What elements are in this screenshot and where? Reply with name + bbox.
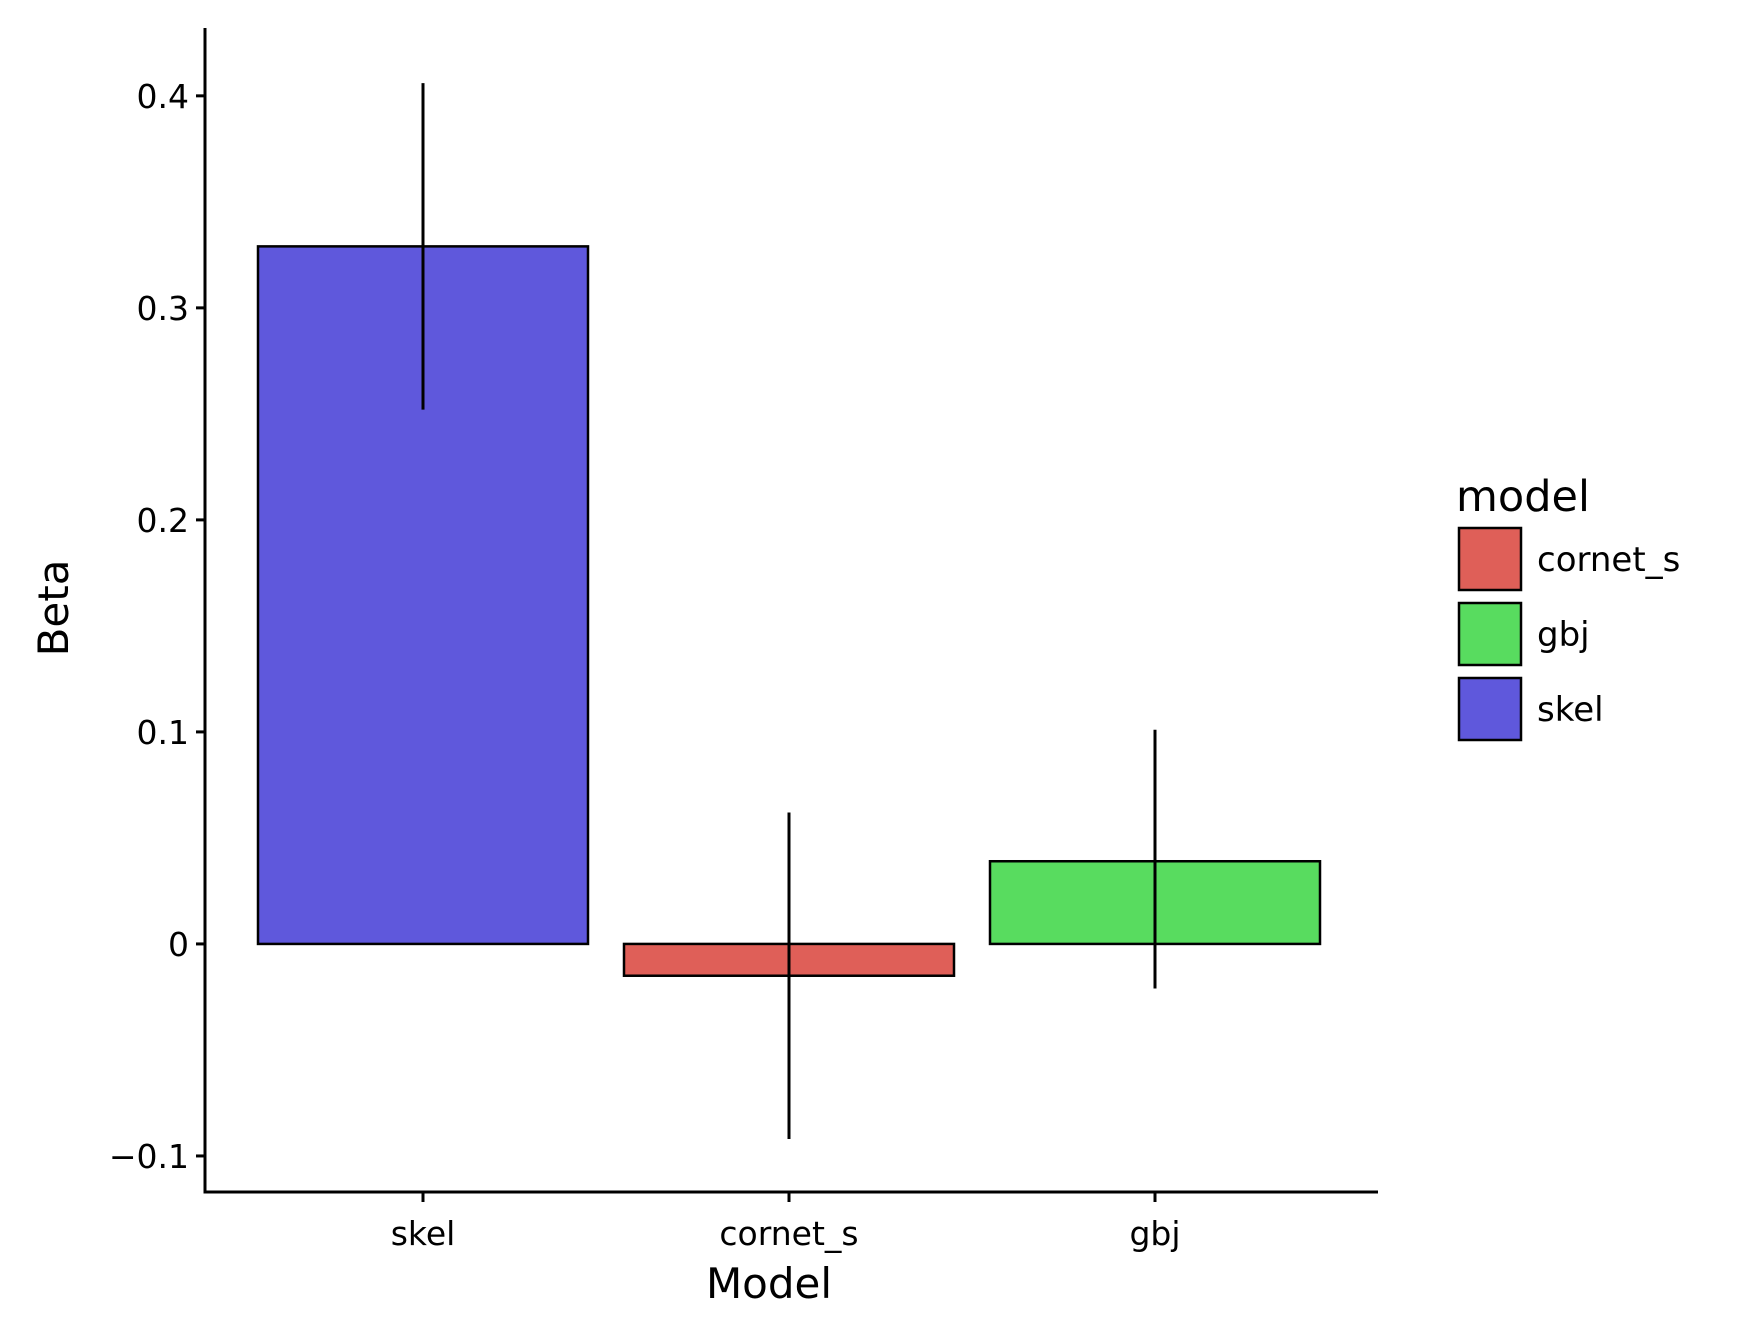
x-tick-label-skel: skel (391, 1214, 456, 1253)
x-axis-ticks: skel cornet_s gbj (391, 1192, 1181, 1253)
legend-label-skel: skel (1537, 690, 1604, 730)
x-tick-label-cornet_s: cornet_s (719, 1214, 858, 1253)
legend-title: model (1456, 472, 1590, 522)
y-tick-label: 0.2 (137, 501, 189, 540)
y-tick-label: −0.1 (109, 1137, 189, 1176)
y-tick-label: 0.3 (137, 289, 189, 328)
legend-swatch-skel (1457, 676, 1523, 742)
x-tick-label-gbj: gbj (1129, 1214, 1180, 1253)
y-axis-ticks: −0.1 0 0.1 0.2 0.3 0.4 (109, 77, 205, 1176)
legend-label-cornet_s: cornet_s (1537, 540, 1680, 580)
x-axis-title: Model (706, 1259, 832, 1308)
y-axis-title: Beta (29, 560, 78, 657)
y-tick-label: 0 (168, 925, 189, 964)
plot-area (256, 83, 1322, 1139)
legend-label-gbj: gbj (1537, 615, 1590, 655)
legend-swatch-cornet_s (1457, 526, 1523, 592)
y-tick-label: 0.1 (137, 713, 189, 752)
legend-swatch-gbj (1457, 601, 1523, 667)
y-tick-label: 0.4 (137, 77, 189, 116)
